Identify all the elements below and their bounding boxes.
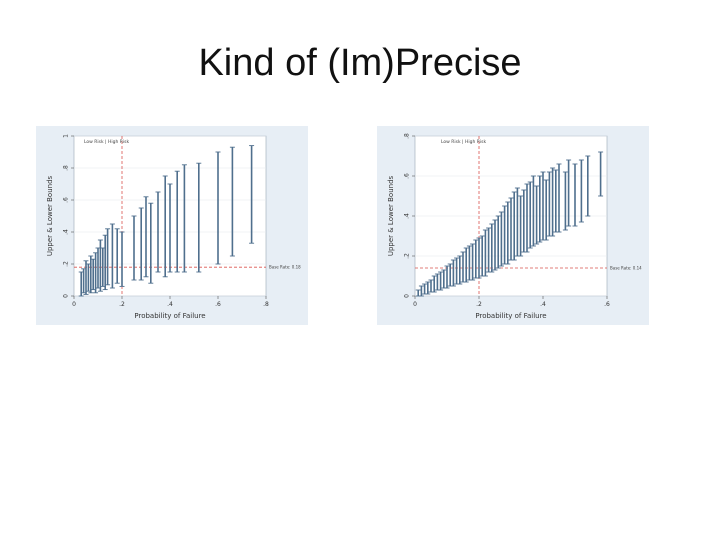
y-tick-label: 0	[63, 294, 70, 298]
chart-left: 0 .2 .4 .6 .8 1 0 .2 .4 .6 .8 Low Risk | High Risk B…	[36, 126, 308, 325]
slide-title: Kind of (Im)Precise	[198, 42, 522, 84]
x-axis-label: Probability of Failure	[134, 312, 205, 320]
x-tick-label: .6	[604, 301, 610, 308]
chart-right: 0 .2 .4 .6 .8 0 .2 .4 .6 Low Risk | High Risk Base…	[377, 126, 649, 325]
chart-right-svg: 0 .2 .4 .6 .8 0 .2 .4 .6 Low Risk | High Risk Base…	[377, 126, 649, 325]
chart-left-svg: 0 .2 .4 .6 .8 1 0 .2 .4 .6 .8 Low Risk | High Risk B…	[36, 126, 308, 325]
x-axis-label: Probability of Failure	[475, 312, 546, 320]
x-tick-label: 0	[413, 301, 417, 308]
y-tick-label: 0	[404, 294, 411, 298]
y-tick-label: .8	[63, 165, 70, 171]
x-tick-label: .2	[476, 301, 482, 308]
y-tick-label: .4	[404, 213, 411, 219]
x-tick-label: .4	[540, 301, 546, 308]
y-axis-label: Upper & Lower Bounds	[387, 175, 395, 256]
y-tick-label: .4	[63, 229, 70, 235]
legend-text: Low Risk | High Risk	[84, 139, 129, 145]
x-tick-label: 0	[72, 301, 76, 308]
x-tick-label: .6	[215, 301, 221, 308]
y-tick-label: .2	[404, 253, 411, 259]
y-tick-label: 1	[63, 134, 70, 138]
legend-text: Low Risk | High Risk	[441, 139, 486, 145]
y-tick-label: .6	[63, 197, 70, 203]
y-tick-label: .8	[404, 133, 411, 139]
x-tick-label: .4	[167, 301, 173, 308]
y-axis-label: Upper & Lower Bounds	[46, 175, 54, 256]
x-tick-label: .2	[119, 301, 125, 308]
baseline-label: Base Rate: 0.14	[610, 266, 642, 271]
x-tick-label: .8	[263, 301, 269, 308]
y-tick-label: .2	[63, 261, 70, 267]
baseline-label: Base Rate: 0.18	[269, 265, 301, 270]
y-tick-label: .6	[404, 173, 411, 179]
